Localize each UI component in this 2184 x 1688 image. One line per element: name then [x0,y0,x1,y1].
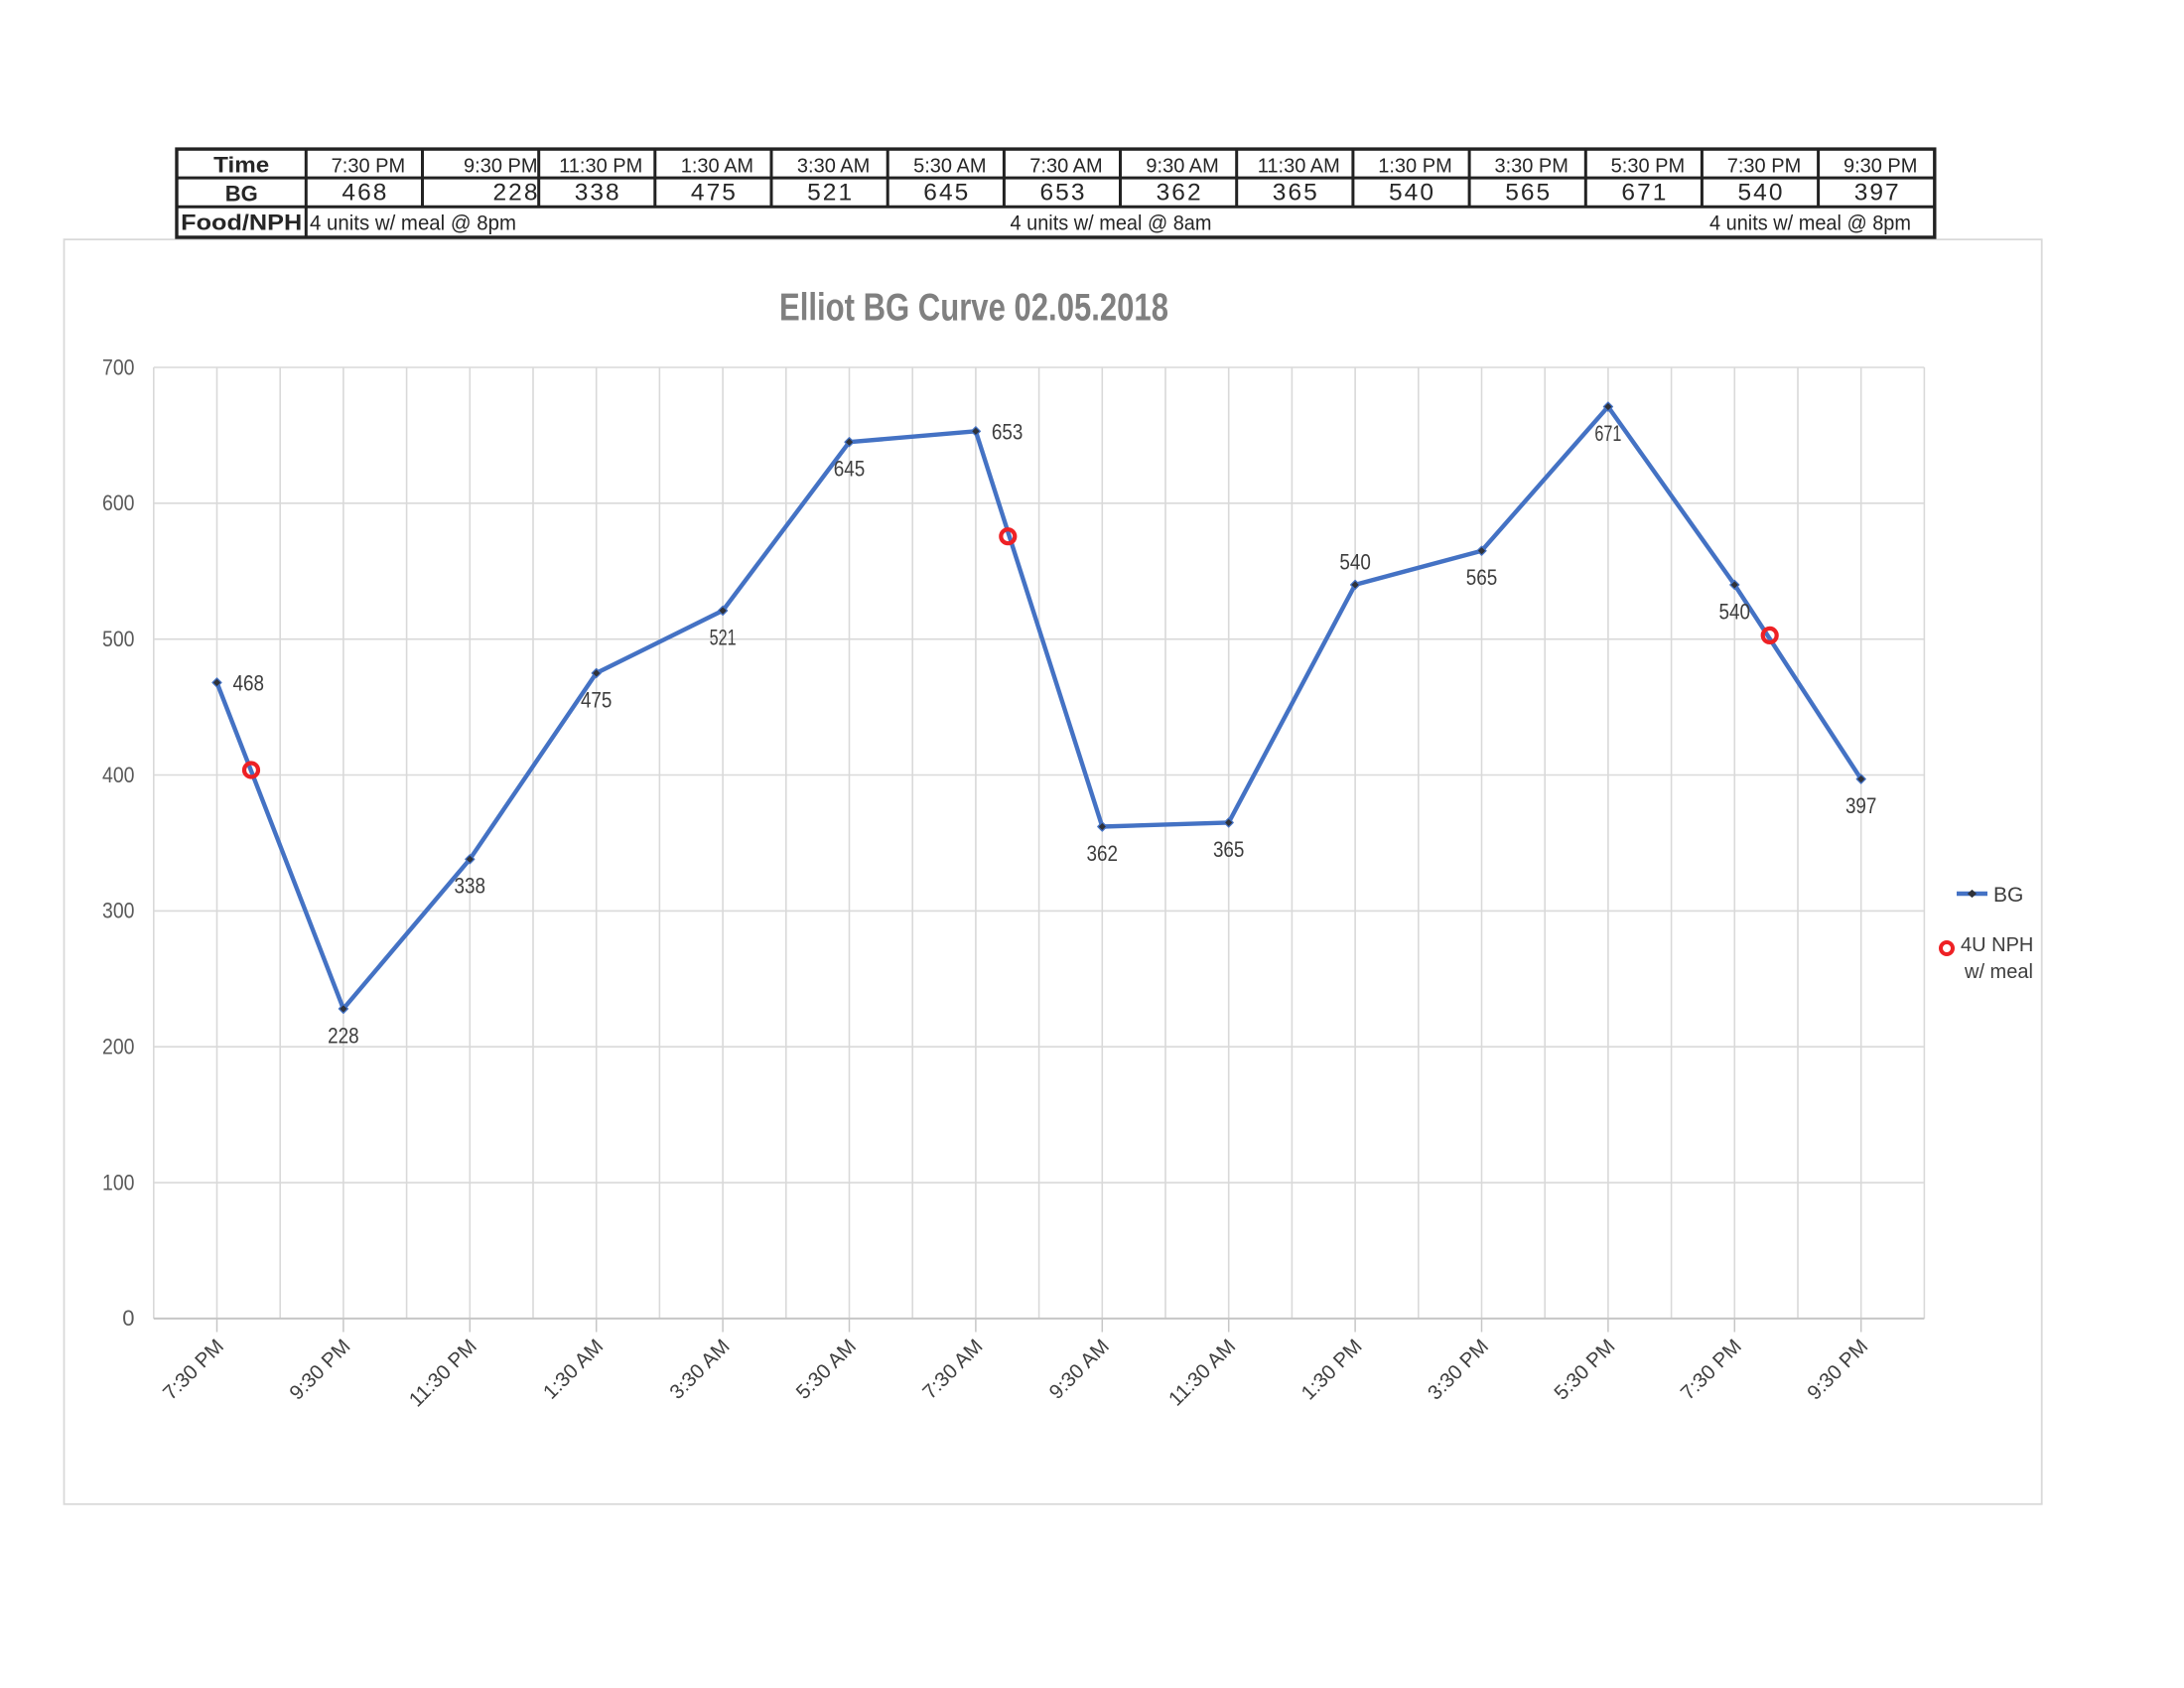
svg-text:228: 228 [493,180,538,207]
svg-text:3:30 AM: 3:30 AM [797,155,870,177]
svg-text:475: 475 [691,180,736,207]
svg-text:565: 565 [1466,565,1498,590]
svg-text:540: 540 [1339,550,1371,575]
svg-text:4U NPH: 4U NPH [1961,934,2033,956]
svg-text:Food/NPH: Food/NPH [181,211,302,235]
svg-text:600: 600 [102,491,135,515]
svg-text:540: 540 [1719,599,1751,624]
svg-text:362: 362 [1087,841,1119,866]
svg-text:w/ meal: w/ meal [1964,961,2033,983]
svg-text:Elliot BG Curve 02.05.2018: Elliot BG Curve 02.05.2018 [779,287,1168,330]
svg-text:3:30 PM: 3:30 PM [1494,155,1568,177]
svg-text:4 units w/ meal @ 8pm: 4 units w/ meal @ 8pm [1709,212,1911,235]
svg-text:1:30 PM: 1:30 PM [1378,155,1451,177]
svg-text:300: 300 [102,899,135,923]
svg-text:397: 397 [1854,180,1899,207]
svg-text:468: 468 [233,671,265,696]
svg-text:365: 365 [1213,837,1245,862]
svg-text:540: 540 [1389,180,1433,207]
svg-text:228: 228 [328,1023,359,1048]
svg-text:100: 100 [102,1170,135,1195]
svg-text:521: 521 [807,180,852,207]
svg-text:11:30 PM: 11:30 PM [559,155,642,177]
svg-text:9:30 PM: 9:30 PM [464,155,537,177]
svg-text:365: 365 [1273,180,1317,207]
svg-text:BG: BG [225,182,258,207]
svg-text:338: 338 [455,874,486,899]
svg-text:671: 671 [1594,421,1621,446]
svg-text:475: 475 [581,687,613,712]
svg-text:397: 397 [1845,793,1877,818]
svg-text:Time: Time [213,152,269,177]
svg-text:9:30 AM: 9:30 AM [1146,155,1218,177]
svg-text:5:30 AM: 5:30 AM [913,155,986,177]
svg-text:645: 645 [834,457,866,482]
svg-text:5:30 PM: 5:30 PM [1611,155,1685,177]
svg-text:BG: BG [1993,884,2023,907]
svg-text:653: 653 [1040,180,1085,207]
svg-text:653: 653 [992,420,1024,445]
svg-text:7:30 PM: 7:30 PM [1727,155,1801,177]
svg-text:1:30 AM: 1:30 AM [681,155,753,177]
svg-text:671: 671 [1621,180,1666,207]
svg-text:468: 468 [341,180,386,207]
svg-text:565: 565 [1505,180,1550,207]
svg-text:645: 645 [923,180,968,207]
svg-text:4 units w/ meal @ 8pm: 4 units w/ meal @ 8pm [310,212,516,235]
svg-text:200: 200 [102,1035,135,1059]
svg-text:521: 521 [710,625,737,649]
svg-text:7:30 PM: 7:30 PM [332,155,405,177]
svg-text:7:30 AM: 7:30 AM [1029,155,1102,177]
svg-text:700: 700 [102,354,135,379]
svg-text:362: 362 [1157,180,1201,207]
svg-text:0: 0 [122,1306,134,1331]
svg-text:400: 400 [102,763,135,787]
svg-text:9:30 PM: 9:30 PM [1843,155,1917,177]
svg-text:500: 500 [102,627,135,651]
svg-text:338: 338 [575,180,619,207]
svg-text:540: 540 [1738,180,1783,207]
svg-text:4 units w/ meal @ 8am: 4 units w/ meal @ 8am [1011,212,1212,235]
svg-text:11:30 AM: 11:30 AM [1258,155,1340,177]
